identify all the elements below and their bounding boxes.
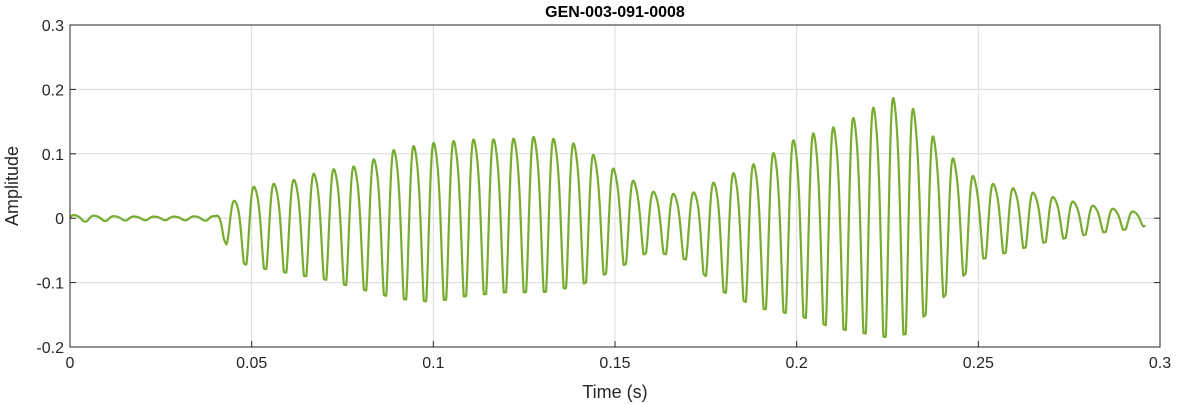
chart-title: GEN-003-091-0008 (545, 4, 685, 21)
y-axis-label: Amplitude (2, 146, 22, 226)
y-tick-label: -0.2 (36, 340, 64, 357)
x-tick-label: 0.15 (599, 355, 630, 372)
x-tick-label: 0.1 (422, 355, 444, 372)
waveform-line (69, 96, 1147, 339)
x-tick-label: 0.3 (1149, 355, 1171, 372)
y-tick-label: 0 (55, 211, 64, 228)
x-tick-label: 0.25 (963, 355, 994, 372)
y-tick-label: 0.2 (42, 82, 64, 99)
axis-ticks: 0 0.05 0.1 0.15 0.2 0.25 0.3 -0.2 -0.1 0 0.1 0.2 0.3 (36, 18, 1171, 372)
y-tick-label: 0.1 (42, 147, 64, 164)
plot-area (69, 96, 1147, 339)
x-tick-label: 0.05 (236, 355, 267, 372)
x-axis-label: Time (s) (582, 382, 647, 402)
grid-lines (69, 24, 1161, 348)
x-tick-label: 0 (66, 355, 75, 372)
x-tick-label: 0.2 (786, 355, 808, 372)
y-tick-label: 0.3 (42, 18, 64, 35)
y-tick-label: -0.1 (36, 276, 64, 293)
